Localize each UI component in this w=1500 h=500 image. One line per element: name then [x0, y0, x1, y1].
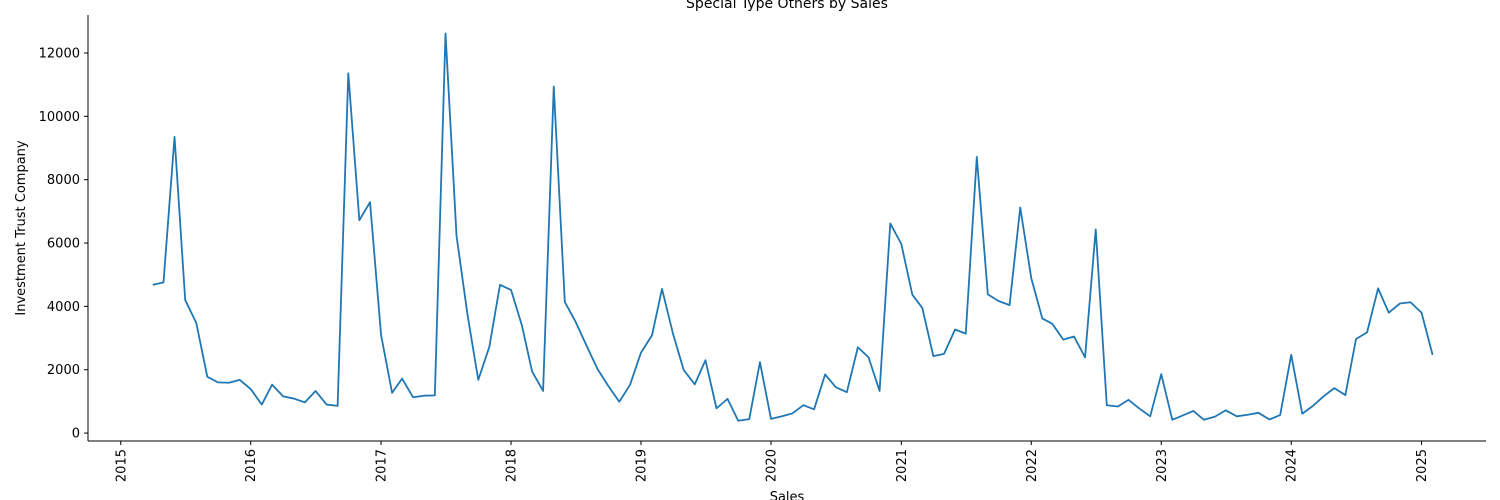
chart-title: Special Type Others by Sales	[686, 0, 888, 12]
x-tick-label: 2024	[1285, 449, 1300, 482]
plot-area	[152, 32, 1434, 422]
x-axis-label: Sales	[770, 490, 805, 500]
x-tick-label: 2019	[635, 449, 650, 482]
x-tick-label: 2021	[895, 449, 910, 482]
x-tick-label: 2022	[1025, 449, 1040, 482]
x-tick-label: 2025	[1415, 449, 1430, 482]
x-tick-label: 2015	[114, 449, 129, 482]
y-tick-label: 8000	[47, 173, 80, 188]
y-axis-label: Investment Trust Company	[14, 140, 29, 316]
y-tick-label: 4000	[47, 300, 80, 315]
x-tick-label: 2023	[1155, 449, 1170, 482]
y-axis-ticks: 0 2000 4000 6000 8000 10000 12000	[39, 47, 88, 442]
y-tick-label: 6000	[47, 237, 80, 252]
y-tick-label: 0	[72, 427, 80, 442]
x-axis-ticks: 2015 2016 2017 2018 2019 2020 2021 2022 2023 2024…	[114, 441, 1430, 482]
y-tick-label: 10000	[39, 110, 80, 125]
x-tick-label: 2018	[505, 449, 520, 482]
x-tick-label: 2016	[244, 449, 259, 482]
series-line	[152, 32, 1434, 422]
x-tick-label: 2020	[764, 449, 779, 482]
y-tick-label: 2000	[47, 363, 80, 378]
y-tick-label: 12000	[39, 47, 80, 62]
x-tick-label: 2017	[375, 449, 390, 482]
